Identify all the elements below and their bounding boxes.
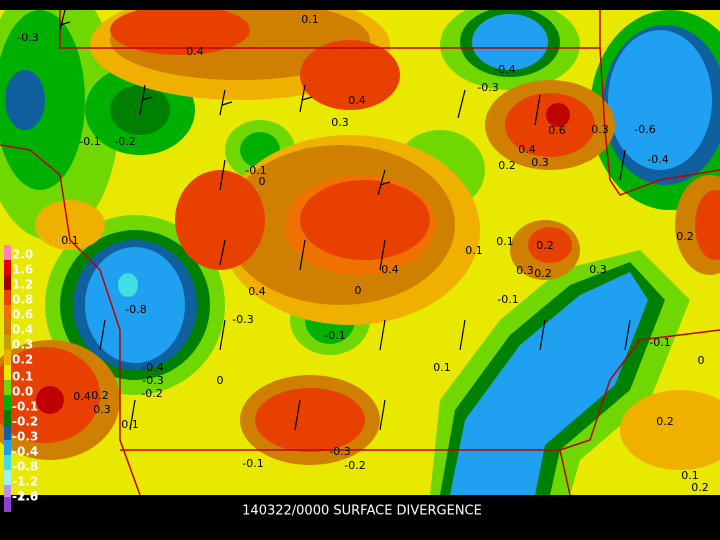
contour-label: -0.1 — [245, 164, 266, 177]
contour-label: 0 — [698, 354, 705, 367]
contour-label: 0.4 — [73, 390, 91, 403]
contour-label: 0.3 — [516, 264, 534, 277]
contour-label: -0.4 — [142, 361, 163, 374]
contour-label: -0.3 — [329, 445, 350, 458]
legend-label: 0.8 — [12, 293, 33, 307]
contour-label: -0.1 — [649, 336, 670, 349]
legend-label: 0.6 — [12, 308, 33, 322]
legend-label: 2.0 — [12, 248, 33, 262]
contour-label: 0.3 — [589, 263, 607, 276]
contour-label: -0.8 — [125, 303, 146, 316]
legend-label: 0.3 — [12, 338, 33, 352]
contour-label: 0.1 — [433, 361, 451, 374]
contour-label: -0.3 — [477, 81, 498, 94]
contour-label: 0.3 — [331, 116, 349, 129]
contour-label: 0.2 — [498, 159, 516, 172]
contour-label: 0.3 — [591, 123, 609, 136]
contour-label: 0.4 — [348, 94, 366, 107]
legend-label: 1.6 — [12, 263, 33, 277]
legend-label: -0.4 — [12, 445, 38, 459]
contour-label: -0.2 — [114, 135, 135, 148]
contour-label: 0.3 — [93, 403, 111, 416]
contour-label: 0.1 — [61, 234, 79, 247]
contour-label: -0.1 — [324, 329, 345, 342]
color-legend — [4, 245, 11, 512]
contour-label: 0.2 — [691, 481, 709, 494]
legend-label: 0.1 — [12, 370, 33, 384]
contour-label: -0.4 — [647, 153, 668, 166]
contour-label: 0.6 — [548, 124, 566, 137]
legend-label: 0.0 — [12, 385, 33, 399]
contour-label: -0.3 — [17, 31, 38, 44]
legend-label: -0.1 — [12, 400, 38, 414]
legend-label: -0.2 — [12, 415, 38, 429]
legend-label: -1.2 — [12, 475, 38, 489]
contour-label: 0.4 — [186, 45, 204, 58]
contour-label: -0.3 — [142, 374, 163, 387]
legend-label: -1.6 — [12, 490, 38, 504]
contour-label: -0.2 — [141, 387, 162, 400]
contour-label: 0.2 — [656, 415, 674, 428]
divergence-field — [0, 10, 720, 495]
contour-label: 0.1 — [465, 244, 483, 257]
legend-label: 0.4 — [12, 323, 33, 337]
contour-label: 0.1 — [681, 469, 699, 482]
contour-label: -0.4 — [494, 63, 515, 76]
contour-label: 0.2 — [536, 239, 554, 252]
contour-label: 0.2 — [676, 230, 694, 243]
contour-label: 0.3 — [531, 156, 549, 169]
contour-label: 0.4 — [248, 285, 266, 298]
contour-label: 0 — [217, 374, 224, 387]
map-title: 140322/0000 SURFACE DIVERGENCE — [242, 504, 482, 519]
contour-label: 0 — [355, 284, 362, 297]
contour-label: 0.4 — [381, 263, 399, 276]
wind-barbs — [59, 9, 631, 431]
legend-label: -0.3 — [12, 430, 38, 444]
legend-label: 0.2 — [12, 353, 33, 367]
contour-label: 0.1 — [301, 13, 319, 26]
contour-label: -0.1 — [497, 293, 518, 306]
contour-label: -0.3 — [232, 313, 253, 326]
contour-label: 0.2 — [534, 267, 552, 280]
contour-label: -0.6 — [634, 123, 655, 136]
contour-label: -0.2 — [344, 459, 365, 472]
contour-label: 0.1 — [496, 235, 514, 248]
legend-label: 1.2 — [12, 278, 33, 292]
contour-label: 0.1 — [121, 418, 139, 431]
contour-label: -0.1 — [242, 457, 263, 470]
contour-label: -0.1 — [79, 135, 100, 148]
contour-label: 0.2 — [91, 389, 109, 402]
contour-label: 0.4 — [518, 143, 536, 156]
legend-label: -2.0 — [12, 490, 38, 504]
contour-label: 0 — [259, 175, 266, 188]
legend-label: -0.8 — [12, 460, 38, 474]
